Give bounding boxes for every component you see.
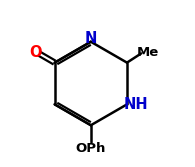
Text: OPh: OPh — [76, 142, 106, 155]
Text: N: N — [85, 31, 97, 46]
Text: NH: NH — [123, 97, 148, 112]
Text: O: O — [29, 45, 41, 60]
Text: Me: Me — [136, 46, 159, 59]
